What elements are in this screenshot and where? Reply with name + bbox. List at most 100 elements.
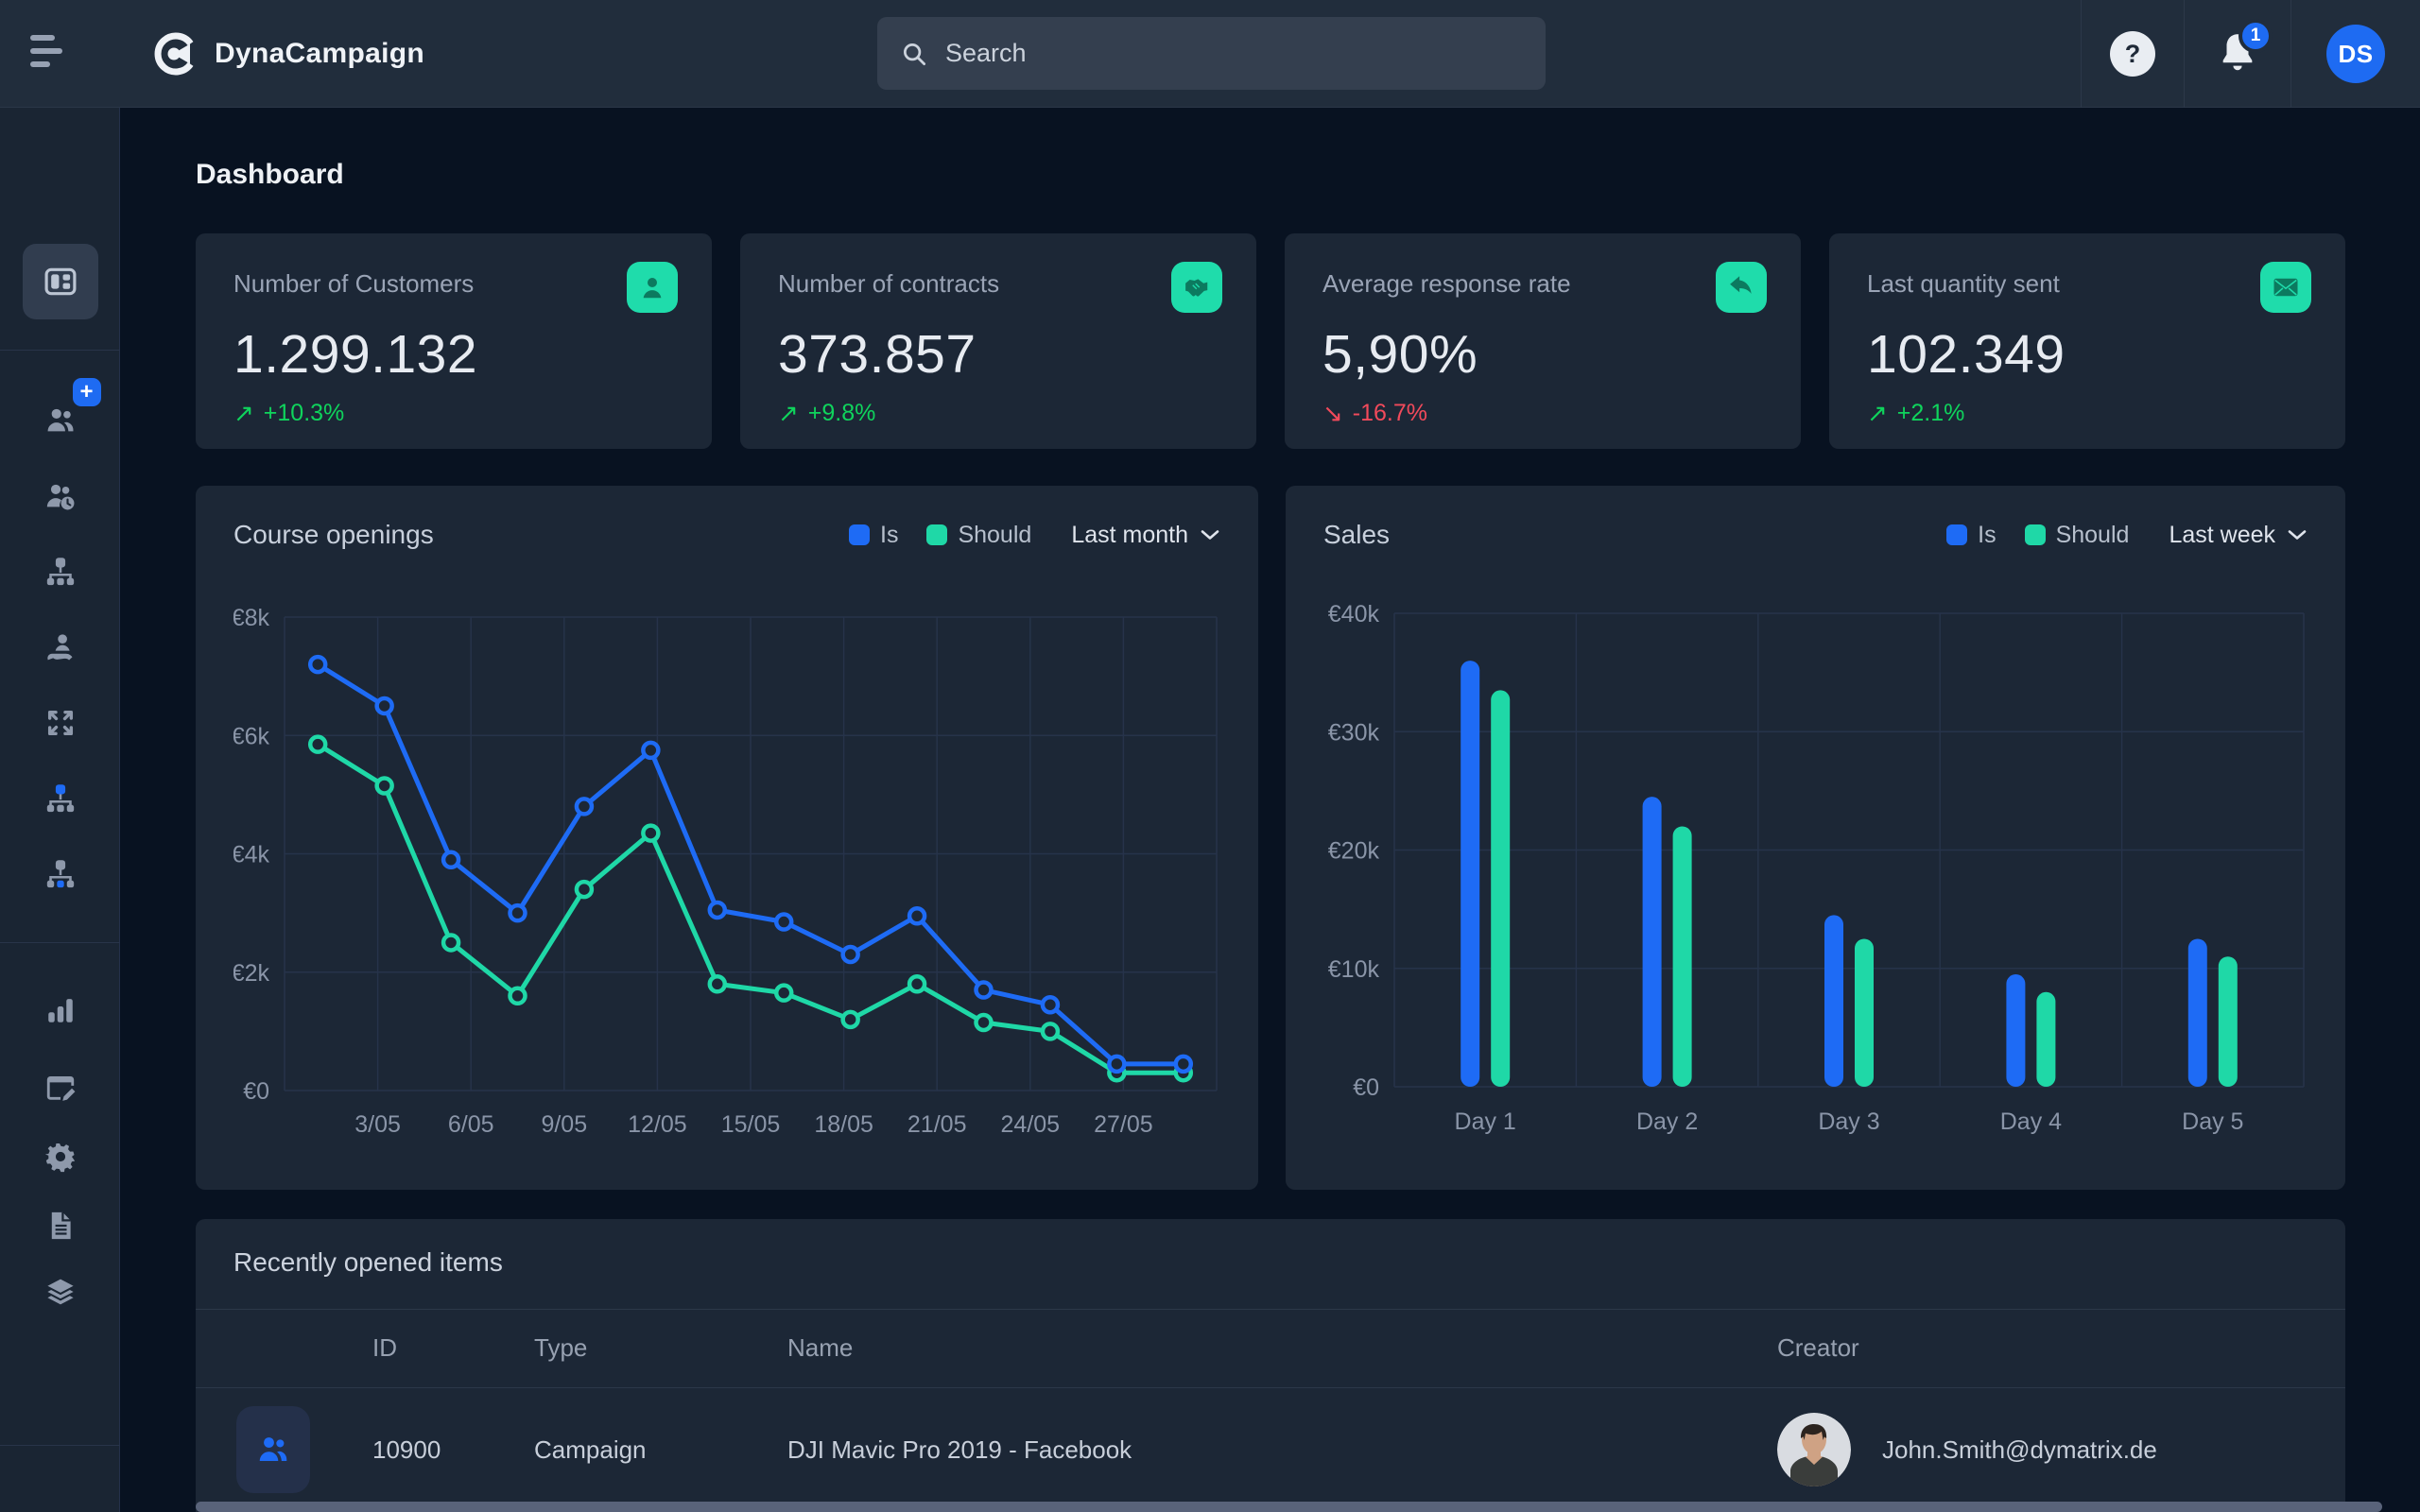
svg-text:12/05: 12/05 xyxy=(628,1111,687,1138)
range-dropdown[interactable]: Last week xyxy=(2169,522,2308,549)
stat-card-contracts: Number of contracts 373.857 ↗ +9.8% xyxy=(740,233,1256,449)
svg-text:Day 4: Day 4 xyxy=(2000,1108,2062,1135)
legend-swatch-should xyxy=(926,524,947,545)
stat-value: 102.349 xyxy=(1867,323,2308,386)
sidebar-item-documents[interactable] xyxy=(0,1210,120,1242)
search-icon xyxy=(900,40,928,68)
stat-label: Number of contracts xyxy=(778,269,1219,299)
stat-value: 373.857 xyxy=(778,323,1219,386)
course-openings-card: Course openings Is Should Last month €0€… xyxy=(196,486,1258,1190)
sidebar-item-statistics[interactable] xyxy=(0,994,120,1026)
svg-text:21/05: 21/05 xyxy=(908,1111,967,1138)
topbar: DynaCampaign ? 1 DS xyxy=(0,0,2420,108)
trend-up-icon: ↗ xyxy=(778,399,799,428)
column-header-type: Type xyxy=(534,1333,787,1363)
sidebar-item-expand[interactable] xyxy=(0,707,120,739)
creator-email: John.Smith@dymatrix.de xyxy=(1882,1435,2157,1465)
chart-legend: Is Should xyxy=(849,522,1031,549)
hand-user-icon xyxy=(44,631,77,663)
stat-delta: ↘ -16.7% xyxy=(1322,399,1763,428)
users-clock-icon xyxy=(44,480,77,512)
sidebar-item-add-customer[interactable]: + xyxy=(0,404,120,437)
plus-badge: + xyxy=(73,378,101,406)
legend-label: Should xyxy=(958,522,1031,549)
svg-text:Day 3: Day 3 xyxy=(1818,1108,1879,1135)
sales-chart: €0€10k€20k€30k€40kDay 1Day 2Day 3Day 4Da… xyxy=(1323,599,2308,1147)
sidebar-divider xyxy=(0,350,120,351)
envelope-icon xyxy=(2260,262,2311,313)
user-avatar[interactable]: DS xyxy=(2326,25,2385,83)
horizontal-scrollbar[interactable] xyxy=(196,1502,2382,1512)
handshake-icon xyxy=(1171,262,1222,313)
legend-label: Is xyxy=(880,522,898,549)
page-title: Dashboard xyxy=(196,159,344,191)
svg-text:€0: €0 xyxy=(1353,1074,1379,1101)
course-openings-chart: €0€2k€4k€6k€8k3/056/059/0512/0515/0518/0… xyxy=(233,599,1220,1147)
svg-text:24/05: 24/05 xyxy=(1001,1111,1061,1138)
table-header: ID Type Name Creator xyxy=(196,1309,2345,1387)
svg-text:€40k: €40k xyxy=(1328,601,1380,627)
notifications-button[interactable]: 1 xyxy=(2216,30,2259,77)
legend-swatch-is xyxy=(1946,524,1967,545)
svg-text:€0: €0 xyxy=(243,1078,269,1105)
users-icon: + xyxy=(44,404,77,437)
chevron-down-icon xyxy=(2287,528,2308,541)
sidebar-divider xyxy=(0,1445,120,1446)
sidebar-item-dashboard[interactable] xyxy=(23,244,98,319)
sidebar-item-layers[interactable] xyxy=(0,1276,120,1308)
help-button[interactable]: ? xyxy=(2110,31,2155,77)
campaign-users-icon xyxy=(236,1406,310,1493)
search-input[interactable] xyxy=(945,39,1523,68)
hamburger-menu-button[interactable] xyxy=(30,34,76,76)
stat-delta: ↗ +2.1% xyxy=(1867,399,2308,428)
range-dropdown[interactable]: Last month xyxy=(1071,522,1220,549)
stat-value: 1.299.132 xyxy=(233,323,674,386)
chart-legend: Is Should xyxy=(1946,522,2129,549)
sidebar-divider xyxy=(0,942,120,943)
svg-text:€4k: €4k xyxy=(233,842,269,868)
brand-name: DynaCampaign xyxy=(215,38,424,70)
brand-logo-icon xyxy=(151,29,200,78)
sidebar-item-customer-history[interactable] xyxy=(0,480,120,512)
sidebar-item-settings[interactable] xyxy=(0,1141,120,1173)
sitemap-sub-blue-icon xyxy=(44,858,77,890)
svg-text:€2k: €2k xyxy=(233,960,269,987)
svg-text:Day 2: Day 2 xyxy=(1636,1108,1698,1135)
creator-photo-avatar xyxy=(1777,1413,1851,1486)
stat-label: Average response rate xyxy=(1322,269,1763,299)
sidebar-item-hierarchy[interactable] xyxy=(0,556,120,588)
legend-swatch-should xyxy=(2025,524,2046,545)
svg-text:€20k: €20k xyxy=(1328,838,1380,865)
sidebar-item-hierarchy-root[interactable] xyxy=(0,782,120,815)
cell-name: DJI Mavic Pro 2019 - Facebook xyxy=(787,1435,1777,1465)
stat-card-quantity-sent: Last quantity sent 102.349 ↗ +2.1% xyxy=(1829,233,2345,449)
gear-icon xyxy=(44,1141,77,1173)
svg-text:3/05: 3/05 xyxy=(354,1111,401,1138)
sales-card: Sales Is Should Last week €0€10k€20k€30k… xyxy=(1286,486,2345,1190)
table-row[interactable]: 10900 Campaign DJI Mavic Pro 2019 - Face… xyxy=(196,1387,2345,1512)
stat-delta: ↗ +9.8% xyxy=(778,399,1219,428)
topbar-actions: ? 1 DS xyxy=(2081,0,2420,108)
cell-id: 10900 xyxy=(372,1435,534,1465)
svg-text:27/05: 27/05 xyxy=(1094,1111,1153,1138)
sidebar-item-page-editor[interactable] xyxy=(0,1072,120,1104)
layers-icon xyxy=(44,1276,77,1308)
sidebar-item-hierarchy-sub[interactable] xyxy=(0,858,120,890)
notification-badge: 1 xyxy=(2238,19,2273,53)
recently-opened-card: Recently opened items ID Type Name Creat… xyxy=(196,1219,2345,1512)
trend-up-icon: ↗ xyxy=(1867,399,1888,428)
bar-chart-icon xyxy=(44,994,77,1026)
reply-icon xyxy=(1716,262,1767,313)
sidebar-item-customer-care[interactable] xyxy=(0,631,120,663)
trend-down-icon: ↘ xyxy=(1322,399,1343,428)
legend-label: Should xyxy=(2056,522,2130,549)
charts-row: Course openings Is Should Last month €0€… xyxy=(196,486,2345,1190)
legend-label: Is xyxy=(1978,522,1996,549)
sidebar: + xyxy=(0,108,120,1512)
svg-text:€10k: €10k xyxy=(1328,956,1380,983)
svg-text:Day 5: Day 5 xyxy=(2182,1108,2243,1135)
svg-text:15/05: 15/05 xyxy=(721,1111,781,1138)
trend-up-icon: ↗ xyxy=(233,399,254,428)
chart-title: Sales xyxy=(1323,520,1390,550)
chevron-down-icon xyxy=(1200,528,1220,541)
